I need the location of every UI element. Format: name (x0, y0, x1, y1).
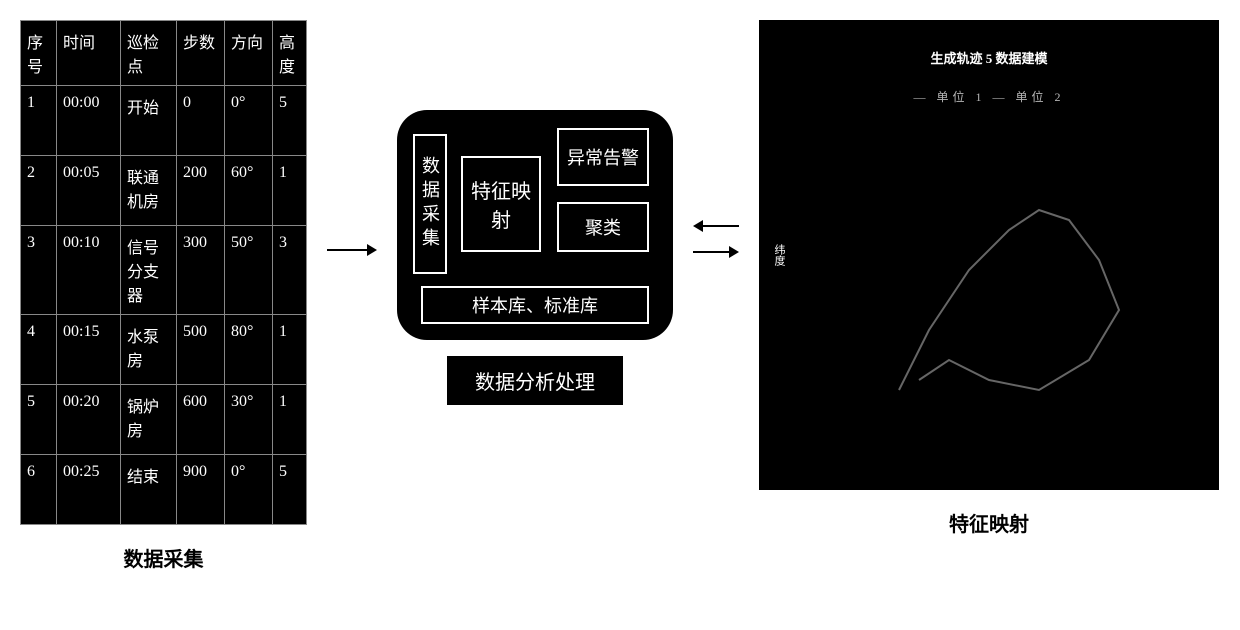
col-5: 高度 (273, 21, 307, 86)
table-header-row: 序号时间巡检点步数方向高度 (21, 21, 307, 86)
table-cell: 3 (273, 226, 307, 315)
table-cell: 900 (177, 455, 225, 525)
feature-mapping-section: 生成轨迹 5 数据建模 — 单位 1 — 单位 2 纬度 特征映射 (759, 20, 1219, 537)
col-4: 方向 (225, 21, 273, 86)
table-cell: 结束 (121, 455, 177, 525)
table-cell: 1 (273, 156, 307, 226)
box-feature-map: 特征映射 (461, 156, 541, 252)
table-cell: 5 (273, 86, 307, 156)
processing-box: 数据采集 特征映射 异常告警 聚类 样本库、标准库 (397, 110, 673, 340)
col-3: 步数 (177, 21, 225, 86)
table-row: 200:05联通机房20060°1 (21, 156, 307, 226)
col-1: 时间 (57, 21, 121, 86)
table-caption: 数据采集 (124, 543, 204, 572)
table-cell: 00:10 (57, 226, 121, 315)
table-cell: 5 (21, 385, 57, 455)
table-cell: 1 (21, 86, 57, 156)
table-cell: 00:00 (57, 86, 121, 156)
table-cell: 200 (177, 156, 225, 226)
table-cell: 30° (225, 385, 273, 455)
table-cell: 60° (225, 156, 273, 226)
table-cell: 50° (225, 226, 273, 315)
table-cell: 1 (273, 315, 307, 385)
table-cell: 3 (21, 226, 57, 315)
table-cell: 水泵房 (121, 315, 177, 385)
box-data-collect: 数据采集 (413, 134, 447, 274)
col-0: 序号 (21, 21, 57, 86)
col-2: 巡检点 (121, 21, 177, 86)
table-row: 600:25结束9000°5 (21, 455, 307, 525)
box-cluster-label: 聚类 (585, 214, 621, 240)
table-cell: 锅炉房 (121, 385, 177, 455)
table-row: 100:00开始00°5 (21, 86, 307, 156)
table-cell: 00:05 (57, 156, 121, 226)
feature-map-panel: 生成轨迹 5 数据建模 — 单位 1 — 单位 2 纬度 (759, 20, 1219, 490)
table-cell: 00:20 (57, 385, 121, 455)
data-collection-section: 序号时间巡检点步数方向高度 100:00开始00°5200:05联通机房2006… (20, 20, 307, 572)
table-row: 500:20锅炉房60030°1 (21, 385, 307, 455)
box-data-collect-label: 数据采集 (417, 156, 443, 252)
table-cell: 00:15 (57, 315, 121, 385)
table-cell: 5 (273, 455, 307, 525)
table-cell: 300 (177, 226, 225, 315)
feature-map-ylabel: 纬度 (771, 244, 787, 266)
table-cell: 1 (273, 385, 307, 455)
processing-caption: 数据分析处理 (447, 356, 623, 405)
feature-map-legend: — 单位 1 — 单位 2 (759, 88, 1219, 105)
table-cell: 2 (21, 156, 57, 226)
table-cell: 00:25 (57, 455, 121, 525)
table-cell: 4 (21, 315, 57, 385)
table-cell: 500 (177, 315, 225, 385)
table-cell: 600 (177, 385, 225, 455)
table-row: 300:10信号分支器30050°3 (21, 226, 307, 315)
arrows-processing-feature (693, 220, 739, 280)
processing-section: 数据采集 特征映射 异常告警 聚类 样本库、标准库 数据分析处理 (397, 110, 673, 405)
table-cell: 0° (225, 86, 273, 156)
arrow-processing-to-feature (693, 246, 739, 258)
trajectory-line (899, 210, 1119, 390)
table-cell: 联通机房 (121, 156, 177, 226)
box-library-label: 样本库、标准库 (472, 292, 598, 318)
table-cell: 0° (225, 455, 273, 525)
arrow-table-to-processing (327, 240, 377, 260)
feature-map-title: 生成轨迹 5 数据建模 (759, 48, 1219, 67)
arrow-feature-to-processing (693, 220, 739, 232)
box-alarm: 异常告警 (557, 128, 649, 186)
box-library: 样本库、标准库 (421, 286, 649, 324)
feature-map-caption: 特征映射 (949, 508, 1029, 537)
table-cell: 6 (21, 455, 57, 525)
inspection-data-table: 序号时间巡检点步数方向高度 100:00开始00°5200:05联通机房2006… (20, 20, 307, 525)
table-cell: 80° (225, 315, 273, 385)
table-cell: 0 (177, 86, 225, 156)
feature-map-plot (839, 130, 1159, 430)
table-cell: 开始 (121, 86, 177, 156)
table-row: 400:15水泵房50080°1 (21, 315, 307, 385)
box-alarm-label: 异常告警 (567, 144, 639, 170)
table-cell: 信号分支器 (121, 226, 177, 315)
box-cluster: 聚类 (557, 202, 649, 252)
box-feature-map-label: 特征映射 (463, 175, 539, 233)
